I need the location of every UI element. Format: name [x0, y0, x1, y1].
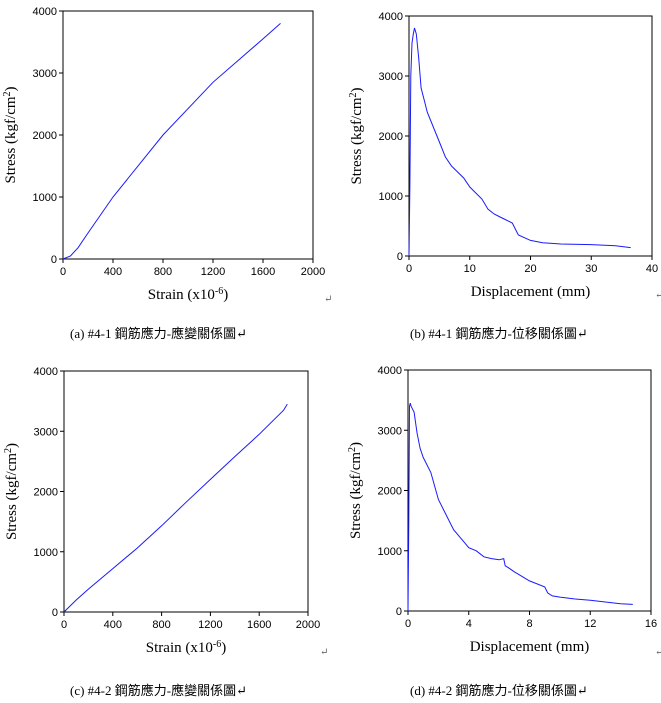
x-tick-label: 0 — [61, 619, 67, 631]
plot-frame — [62, 10, 314, 260]
x-tick-label: 400 — [104, 619, 122, 631]
x-tick-label: 0 — [405, 618, 411, 630]
return-mark: ↵ — [655, 647, 661, 658]
y-tick-label: 4000 — [378, 365, 402, 377]
plot-frame — [407, 369, 652, 612]
y-tick-label: 2000 — [379, 131, 403, 143]
x-tick-label: 12 — [584, 618, 596, 630]
y-tick-label: 2000 — [33, 130, 57, 142]
y-tick-label: 3000 — [379, 71, 403, 83]
x-tick-label: 0 — [60, 266, 66, 278]
y-tick-label: 4000 — [34, 366, 58, 378]
series-line — [408, 27, 631, 257]
chart-a: 0 400 800 1200 1600 2000 0 1000 2000 3000 4000 Stra… — [2, 6, 326, 303]
y-tick-label: 1000 — [34, 547, 58, 559]
y-tick-label: 4000 — [33, 6, 57, 18]
x-tick-label: 0 — [406, 263, 412, 275]
x-tick-label: 800 — [154, 266, 172, 278]
y-tick-label: 3000 — [34, 426, 58, 438]
x-tick-label: 1200 — [201, 266, 225, 278]
y-tick-label: 3000 — [33, 68, 57, 80]
y-tick-label: 1000 — [379, 191, 403, 203]
x-tick-label: 8 — [526, 618, 532, 630]
y-tick-label: 0 — [396, 606, 402, 618]
return-mark: ↵ — [655, 290, 661, 301]
plot-frame — [408, 15, 653, 257]
x-tick-label: 800 — [152, 619, 170, 631]
y-tick-label: 2000 — [34, 487, 58, 499]
y-axis-title: Stress (kgf/cm2) — [2, 86, 20, 183]
caption-a: (a) #4-1 鋼筋應力-應變關係圖↵ — [70, 326, 247, 341]
y-tick-label: 0 — [51, 254, 57, 266]
caption-d: (d) #4-2 鋼筋應力-位移關係圖↵ — [410, 683, 588, 698]
series-line — [407, 402, 633, 612]
x-tick-label: 2000 — [296, 619, 320, 631]
x-tick-label: 1200 — [198, 619, 222, 631]
y-tick-label: 2000 — [378, 486, 402, 498]
y-tick-label: 3000 — [378, 425, 402, 437]
x-tick-label: 10 — [464, 263, 476, 275]
y-tick-label: 0 — [52, 607, 58, 619]
x-axis-title: Strain (x10-6) — [146, 639, 226, 657]
chart-c: 0 400 800 1200 1600 2000 0 1000 2000 3000 4000 Stra… — [3, 366, 321, 656]
x-axis-title: Strain (x10-6) — [148, 286, 228, 304]
y-tick-label: 1000 — [33, 192, 57, 204]
x-axis-title: Displacement (mm) — [470, 639, 590, 655]
y-tick-label: 4000 — [379, 11, 403, 23]
x-tick-label: 40 — [646, 263, 658, 275]
y-axis-title: Stress (kgf/cm2) — [348, 87, 366, 184]
x-tick-label: 16 — [645, 618, 657, 630]
y-axis-title: Stress (kgf/cm2) — [347, 442, 365, 539]
return-mark: ↵ — [324, 294, 333, 305]
x-tick-label: 2000 — [301, 266, 325, 278]
x-axis-title: Displacement (mm) — [471, 284, 591, 300]
x-tick-label: 1600 — [247, 619, 271, 631]
x-tick-label: 4 — [466, 618, 472, 630]
x-tick-label: 400 — [104, 266, 122, 278]
y-tick-label: 1000 — [378, 546, 402, 558]
x-tick-label: 20 — [524, 263, 536, 275]
x-tick-label: 30 — [585, 263, 597, 275]
y-axis-title: Stress (kgf/cm2) — [3, 443, 21, 540]
x-tick-label: 1600 — [251, 266, 275, 278]
y-tick-label: 0 — [397, 251, 403, 263]
series-line — [62, 23, 281, 260]
chart-b: 0 10 20 30 40 0 1000 2000 3000 4000 Displacement (… — [348, 11, 659, 300]
chart-d: 0 4 8 12 16 0 1000 2000 3000 4000 Displacement (mm… — [347, 365, 658, 655]
caption-c: (c) #4-2 鋼筋應力-應變關係圖↵ — [70, 683, 247, 698]
return-mark: ↵ — [320, 647, 329, 658]
plot-frame — [63, 370, 309, 613]
caption-b: (b) #4-1 鋼筋應力-位移關係圖↵ — [410, 326, 588, 341]
series-line — [63, 403, 288, 613]
